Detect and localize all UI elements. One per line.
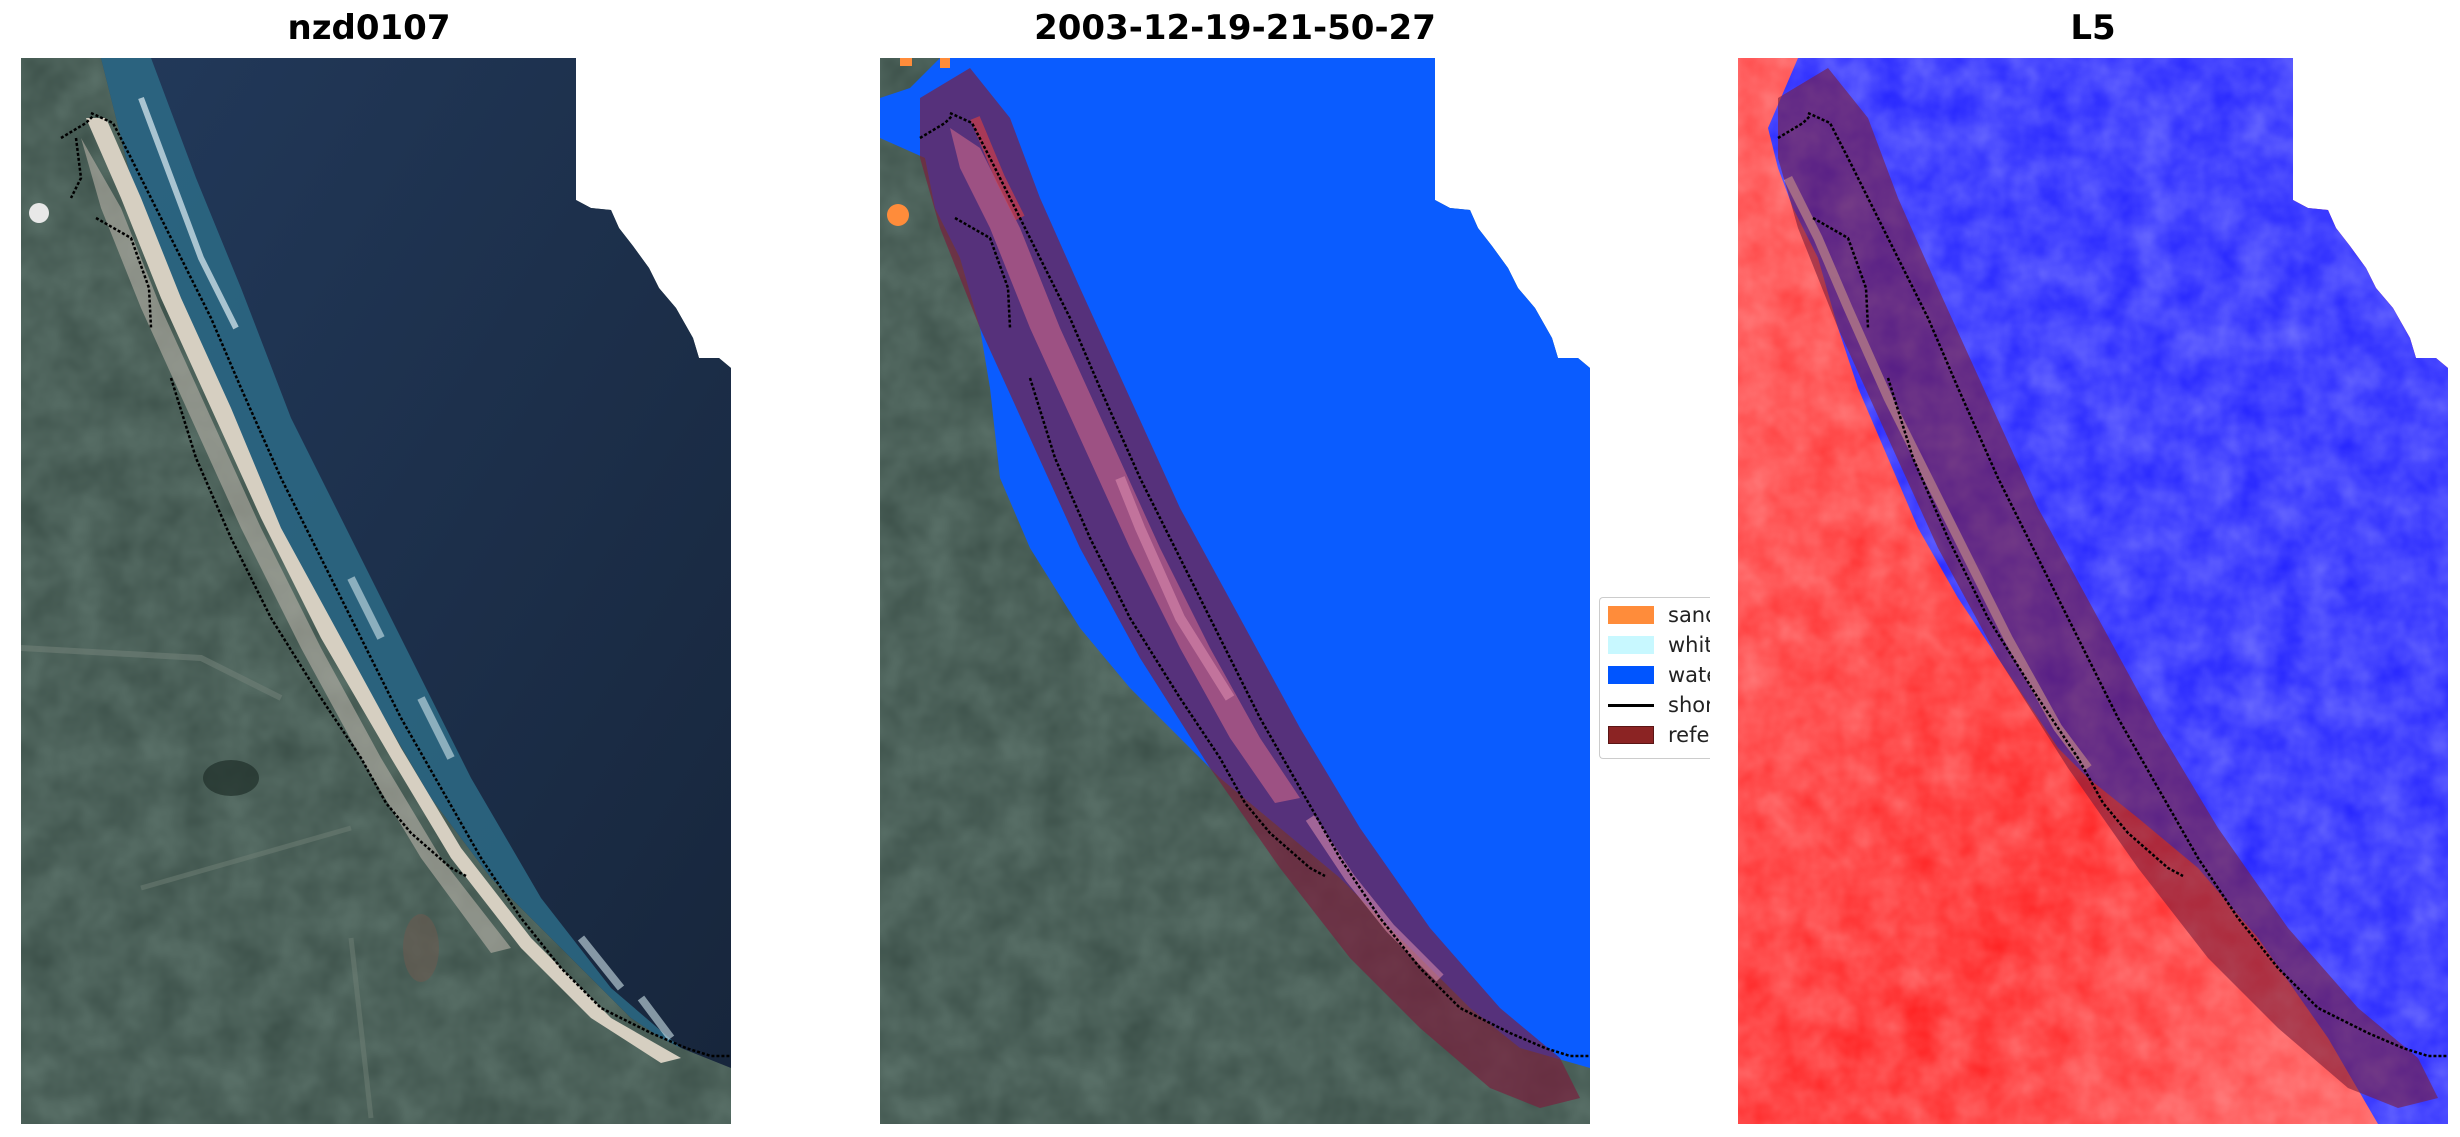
legend-label: sand xyxy=(1668,603,1710,627)
legend-item-whitewater: whitewater xyxy=(1608,631,1710,659)
panel-title-index: L5 xyxy=(2070,8,2116,48)
whitewater-swatch xyxy=(1608,636,1654,654)
water-swatch xyxy=(1608,666,1654,684)
legend: sand whitewater water shoreline referenc… xyxy=(1599,597,1710,759)
rgb-image xyxy=(21,58,731,1124)
shoreline-line-swatch xyxy=(1608,703,1654,707)
legend-item-reference-buffer: reference shoreline buffer xyxy=(1608,721,1710,749)
panel-title-classified: 2003-12-19-21-50-27 xyxy=(1034,8,1436,48)
panel-title-rgb: nzd0107 xyxy=(287,8,451,48)
sand-swatch xyxy=(1608,606,1654,624)
rgb-image-panel xyxy=(21,58,731,1124)
legend-label: whitewater xyxy=(1668,633,1710,657)
index-image xyxy=(1738,58,2448,1124)
legend-item-sand: sand xyxy=(1608,601,1710,629)
legend-item-water: water xyxy=(1608,661,1710,689)
legend-label: shoreline xyxy=(1668,693,1710,717)
index-image-panel xyxy=(1738,58,2448,1124)
legend-item-shoreline: shoreline xyxy=(1608,691,1710,719)
legend-label: reference shoreline buffer xyxy=(1668,723,1710,747)
classified-image-panel xyxy=(880,58,1590,1124)
legend-label: water xyxy=(1668,663,1710,687)
classified-image xyxy=(880,58,1590,1124)
buffer-swatch xyxy=(1608,726,1654,744)
